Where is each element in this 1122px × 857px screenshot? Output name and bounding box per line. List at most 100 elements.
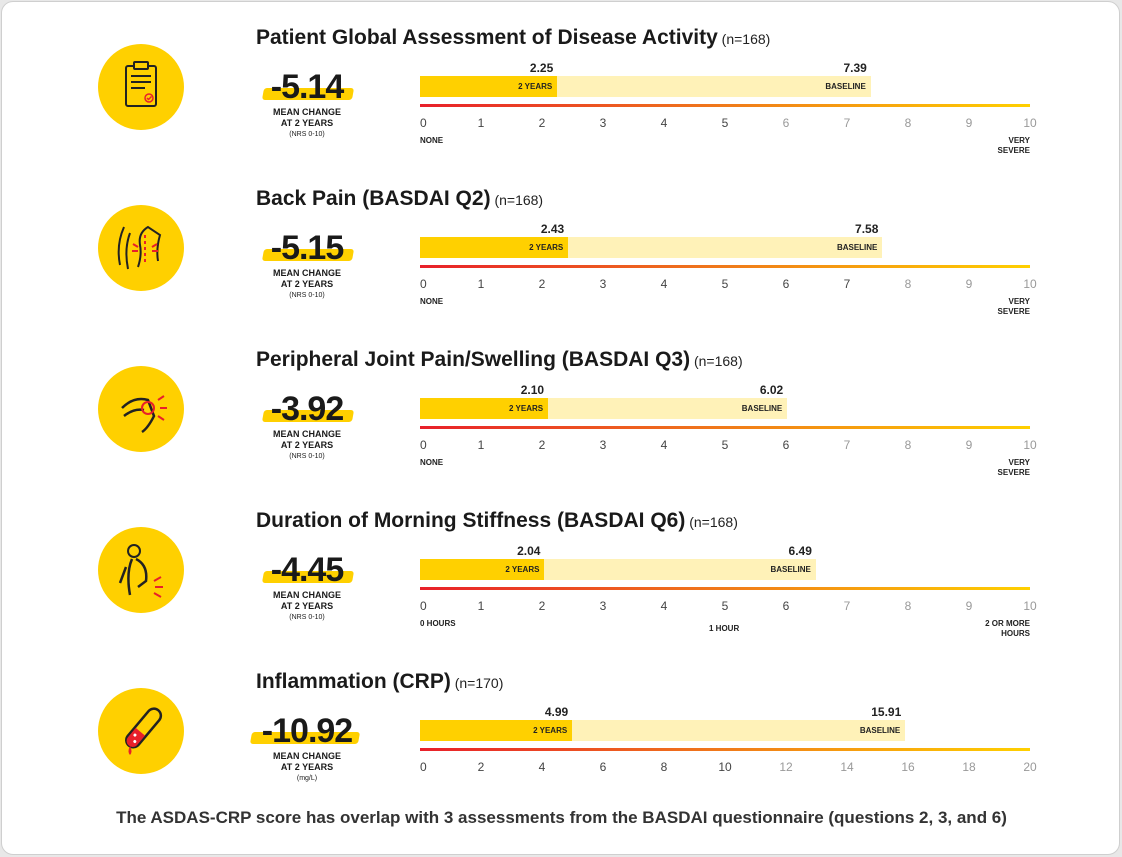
two-years-bar xyxy=(420,237,569,258)
two-years-value: 2.04 xyxy=(517,544,541,558)
mean-label-line-1: MEAN CHANGE xyxy=(272,751,341,761)
axis-line xyxy=(420,104,1030,107)
two-years-label: 2 YEARS xyxy=(529,243,564,252)
bar-area: 2.43 7.58 2 YEARS BASELINE 0 1 2 3 4 5 6 7 8 9 10 NONE V… xyxy=(420,185,1037,325)
two-years-value: 4.99 xyxy=(544,705,569,719)
tick-label: 8 xyxy=(904,277,912,291)
tick-label: 0 xyxy=(420,599,427,613)
mean-label-line-2: AT 2 YEARS xyxy=(280,440,334,450)
tick-label: 8 xyxy=(660,760,668,774)
tick-label: 9 xyxy=(965,438,973,452)
axis-line xyxy=(420,748,1030,751)
chart-title: Back Pain (BASDAI Q2) (n=168) xyxy=(256,187,543,211)
tick-label: 4 xyxy=(660,277,668,291)
tick-label: 9 xyxy=(965,116,973,130)
tick-label: 6 xyxy=(782,116,790,130)
tick-label: 10 xyxy=(1023,116,1037,130)
tick-label: 1 xyxy=(477,438,485,452)
tick-label: 6 xyxy=(782,277,790,291)
axis-line xyxy=(420,587,1030,590)
scale-anchor-left: 0 HOURS xyxy=(420,619,456,628)
clipboard-icon xyxy=(98,44,184,130)
chart-row: Duration of Morning Stiffness (BASDAI Q6… xyxy=(2,507,1121,667)
chart-title: Duration of Morning Stiffness (BASDAI Q6… xyxy=(256,509,738,533)
scale-anchor-right: 2 OR MORE HOURS xyxy=(985,619,1030,639)
mean-unit: (NRS 0-10) xyxy=(289,453,325,460)
bar-area: 2.10 6.02 2 YEARS BASELINE 0 1 2 3 4 5 6 7 8 9 10 NONE V… xyxy=(420,346,1037,486)
tick-label: 4 xyxy=(660,116,668,130)
tick-label: 8 xyxy=(904,438,912,452)
baseline-label: BASELINE xyxy=(741,404,783,413)
tick-label: 8 xyxy=(904,116,912,130)
tick-label: 3 xyxy=(599,438,607,452)
chart-row: Peripheral Joint Pain/Swelling (BASDAI Q… xyxy=(2,346,1121,506)
scale-anchor-right: VERY SEVERE xyxy=(998,458,1030,478)
tick-label: 10 xyxy=(1023,277,1037,291)
sample-size: (n=170) xyxy=(450,675,504,691)
tick-label: 2 xyxy=(477,760,485,774)
sample-size: (n=168) xyxy=(717,31,771,47)
tick-label: 9 xyxy=(965,277,973,291)
axis-line xyxy=(420,426,1030,429)
mean-change-value: -5.15 xyxy=(270,229,345,267)
tick-label: 3 xyxy=(599,599,607,613)
tick-label: 7 xyxy=(843,277,851,291)
scale-anchor-right-line-2: SEVERE xyxy=(997,468,1030,477)
scale-anchor-left: NONE xyxy=(420,297,444,306)
tick-label: 2 xyxy=(538,438,546,452)
baseline-label: BASELINE xyxy=(859,726,901,735)
knee-pain-icon xyxy=(98,366,184,452)
two-years-value: 2.43 xyxy=(540,222,565,236)
mean-label-line-1: MEAN CHANGE xyxy=(272,107,341,117)
chart-title-text: Back Pain (BASDAI Q2) xyxy=(256,187,491,210)
tick-label: 4 xyxy=(660,599,668,613)
mean-change-value: -5.14 xyxy=(270,68,345,106)
bar-area: 2.04 6.49 2 YEARS BASELINE 0 1 2 3 4 5 6 7 8 9 10 0 HOU… xyxy=(420,507,1037,647)
scale-anchor-right: VERY SEVERE xyxy=(998,136,1030,156)
baseline-label: BASELINE xyxy=(770,565,811,574)
bar-area: 2.25 7.39 2 YEARS BASELINE 0 1 2 3 4 5 6 7 8 9 10 NONE V… xyxy=(420,24,1037,164)
two-years-value: 2.10 xyxy=(520,383,545,397)
baseline-value: 6.49 xyxy=(788,544,812,558)
mean-unit: (NRS 0-10) xyxy=(289,292,325,299)
tick-label: 1 xyxy=(477,277,485,291)
mean-change-value: -10.92 xyxy=(261,712,353,750)
tick-label: 0 xyxy=(420,116,427,130)
two-years-bar xyxy=(420,76,558,97)
chart-title-text: Duration of Morning Stiffness (BASDAI Q6… xyxy=(256,509,686,532)
scale-anchor-right-line-2: HOURS xyxy=(1001,629,1030,638)
baseline-value: 7.39 xyxy=(843,61,867,75)
mean-label-line-1: MEAN CHANGE xyxy=(272,268,341,278)
tick-label: 4 xyxy=(538,760,546,774)
scale-anchor-right-line-1: 2 OR MORE xyxy=(985,619,1030,628)
tick-label: 8 xyxy=(904,599,912,613)
tick-label: 18 xyxy=(962,760,976,774)
baseline-label: BASELINE xyxy=(836,243,878,252)
mean-label-line-2: AT 2 YEARS xyxy=(280,762,334,772)
chart-row: Patient Global Assessment of Disease Act… xyxy=(2,24,1121,184)
chart-title-text: Patient Global Assessment of Disease Act… xyxy=(256,26,718,49)
two-years-label: 2 YEARS xyxy=(518,82,553,91)
scale-anchor-mid: 1 HOUR xyxy=(709,624,740,633)
tick-label: 20 xyxy=(1023,760,1037,774)
bar-area: 4.99 15.91 2 YEARS BASELINE 0 2 4 6 8 10 12 14 16 18 2… xyxy=(420,668,1037,808)
footnote: The ASDAS-CRP score has overlap with 3 a… xyxy=(116,808,1007,827)
tick-label: 5 xyxy=(721,277,729,291)
tick-label: 5 xyxy=(721,599,729,613)
scale-anchor-left: NONE xyxy=(420,136,444,145)
mean-change-value: -3.92 xyxy=(270,390,345,428)
scale-anchor-right-line-1: VERY xyxy=(1008,136,1031,145)
stiff-back-icon xyxy=(98,527,184,613)
tick-label: 5 xyxy=(721,438,729,452)
two-years-label: 2 YEARS xyxy=(509,404,544,413)
tick-label: 7 xyxy=(843,116,851,130)
tick-label: 16 xyxy=(901,760,915,774)
tick-label: 10 xyxy=(718,760,732,774)
tick-label: 6 xyxy=(782,599,790,613)
tick-label: 0 xyxy=(420,438,427,452)
mean-label-line-2: AT 2 YEARS xyxy=(280,601,334,611)
tick-label: 1 xyxy=(477,116,485,130)
mean-label-line-1: MEAN CHANGE xyxy=(272,590,341,600)
sample-size: (n=168) xyxy=(690,353,743,369)
